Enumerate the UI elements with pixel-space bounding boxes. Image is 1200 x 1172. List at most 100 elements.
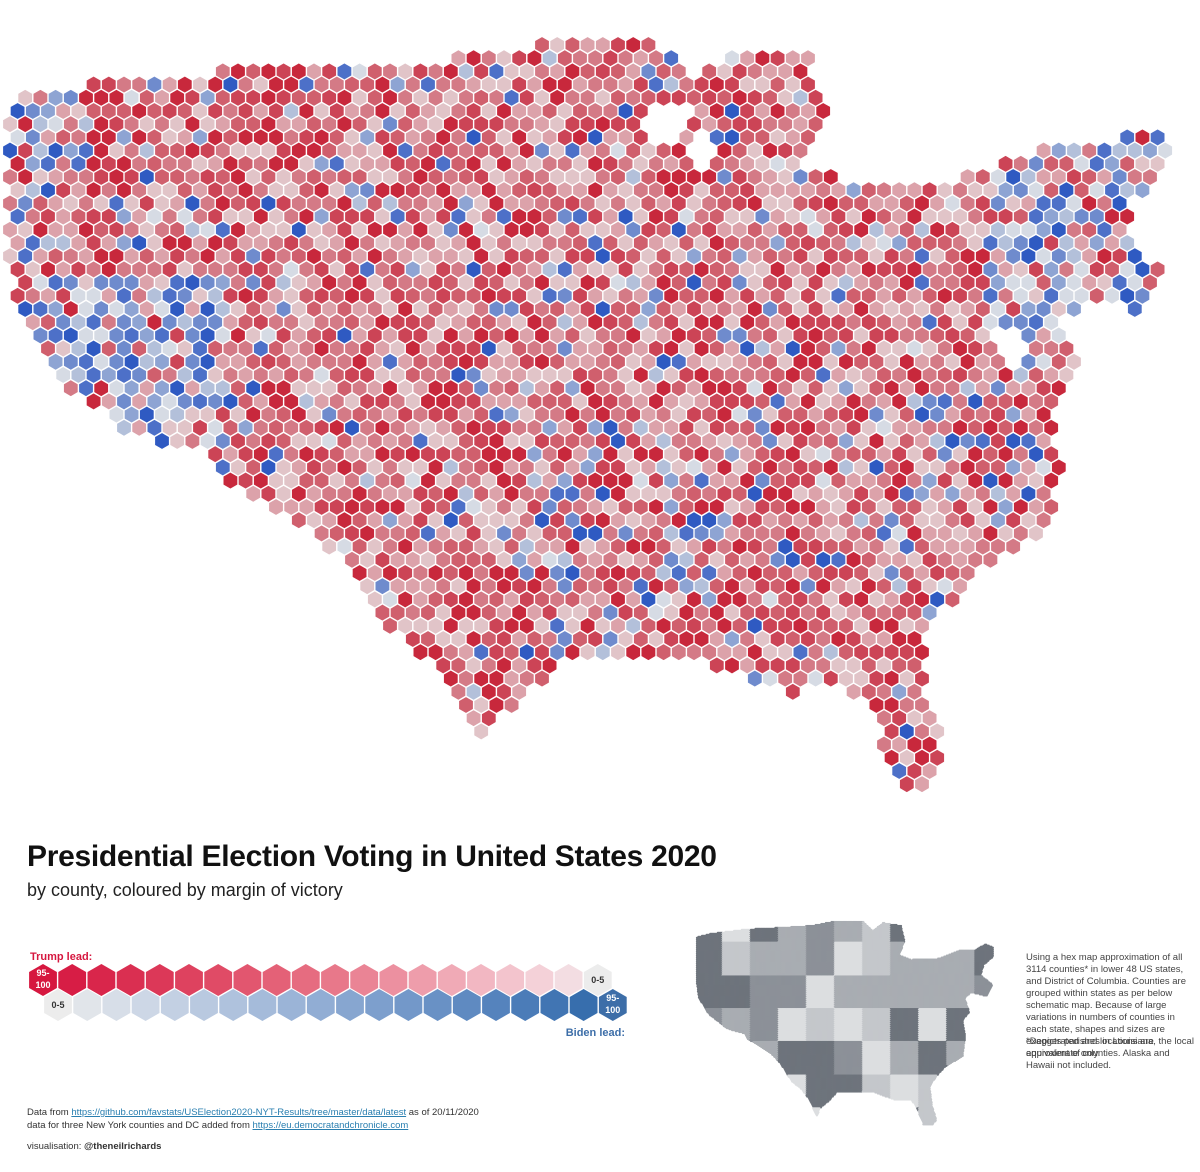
county-hex [1082, 169, 1096, 186]
county-hex [1074, 182, 1088, 199]
county-hex [1090, 261, 1104, 278]
county-hex [1044, 446, 1058, 463]
county-hex [1150, 261, 1164, 278]
county-hex [1105, 288, 1119, 305]
county-hex [1044, 367, 1058, 384]
county-hex [1143, 274, 1157, 291]
county-hex [1128, 248, 1142, 265]
county-hex [1052, 301, 1066, 318]
county-hex [1052, 380, 1066, 397]
county-hex [1021, 486, 1035, 503]
county-hex [1021, 222, 1035, 239]
county-hex [1150, 156, 1164, 173]
county-hex [1067, 222, 1081, 239]
county-hex [1044, 314, 1058, 331]
county-hex [1014, 288, 1028, 305]
county-hex [1135, 182, 1149, 199]
county-hex [1029, 472, 1043, 489]
county-hex [1014, 208, 1028, 225]
county-hex [1029, 288, 1043, 305]
county-hex [1044, 288, 1058, 305]
county-hex [1029, 525, 1043, 542]
county-hex [1036, 274, 1050, 291]
county-hex [1021, 169, 1035, 186]
county-hex [1128, 169, 1142, 186]
county-hex [1059, 182, 1073, 199]
county-hex [1029, 156, 1043, 173]
county-hex [1082, 195, 1096, 212]
county-hex [1052, 142, 1066, 159]
county-hex [1120, 129, 1134, 146]
county-hex [1014, 182, 1028, 199]
county-hex [1044, 340, 1058, 357]
county-hex [1036, 354, 1050, 371]
county-hex [1135, 156, 1149, 173]
county-hex [1014, 367, 1028, 384]
county-hex [1036, 327, 1050, 344]
county-hex [1029, 446, 1043, 463]
county-hex [1067, 169, 1081, 186]
county-hex [1029, 499, 1043, 516]
county-hex [1120, 182, 1134, 199]
county-hex [1067, 354, 1081, 371]
county-hex [1014, 393, 1028, 410]
county-hex [1097, 222, 1111, 239]
county-hex [1014, 499, 1028, 516]
county-hex [1082, 274, 1096, 291]
county-hex [1021, 512, 1035, 529]
county-hex [1105, 208, 1119, 225]
county-hex [1014, 525, 1028, 542]
county-hex [1036, 301, 1050, 318]
county-hex [1052, 327, 1066, 344]
county-hex [1112, 248, 1126, 265]
county-hex [1052, 222, 1066, 239]
county-hex [1120, 288, 1134, 305]
county-hex [1044, 235, 1058, 252]
county-hex [1014, 235, 1028, 252]
county-hex [1128, 301, 1142, 318]
county-hex [1036, 222, 1050, 239]
county-hex [1105, 156, 1119, 173]
county-hex [1059, 288, 1073, 305]
county-hex [1135, 288, 1149, 305]
county-hex [1059, 340, 1073, 357]
county-hex [1074, 261, 1088, 278]
county-hex [1021, 301, 1035, 318]
county-hex [1128, 274, 1142, 291]
county-hex [1059, 235, 1073, 252]
county-hex [1036, 169, 1050, 186]
county-hex [1112, 142, 1126, 159]
county-hex [1097, 169, 1111, 186]
county-hex [1097, 248, 1111, 265]
county-hex [1082, 142, 1096, 159]
county-hex [1044, 156, 1058, 173]
county-hex [1029, 261, 1043, 278]
county-hex [1036, 433, 1050, 450]
county-hex [1052, 248, 1066, 265]
county-hex [1067, 301, 1081, 318]
county-hex [1082, 248, 1096, 265]
county-hex [1029, 208, 1043, 225]
county-hex [1112, 195, 1126, 212]
county-hex [1059, 208, 1073, 225]
county-hex [1097, 274, 1111, 291]
county-hex [1014, 261, 1028, 278]
county-hex [1044, 182, 1058, 199]
county-hex [1021, 195, 1035, 212]
county-hex [1052, 354, 1066, 371]
county-hex [1120, 261, 1134, 278]
county-hex [1052, 169, 1066, 186]
county-hex [1036, 380, 1050, 397]
county-hex [1059, 367, 1073, 384]
county-hex [1029, 420, 1043, 437]
county-hex [1067, 248, 1081, 265]
county-hex [1120, 208, 1134, 225]
county-hex [1067, 274, 1081, 291]
county-hex [1150, 129, 1164, 146]
county-hex [1143, 169, 1157, 186]
county-hex [1120, 156, 1134, 173]
county-hex [1029, 235, 1043, 252]
county-hex [1044, 499, 1058, 516]
county-hex [1029, 314, 1043, 331]
